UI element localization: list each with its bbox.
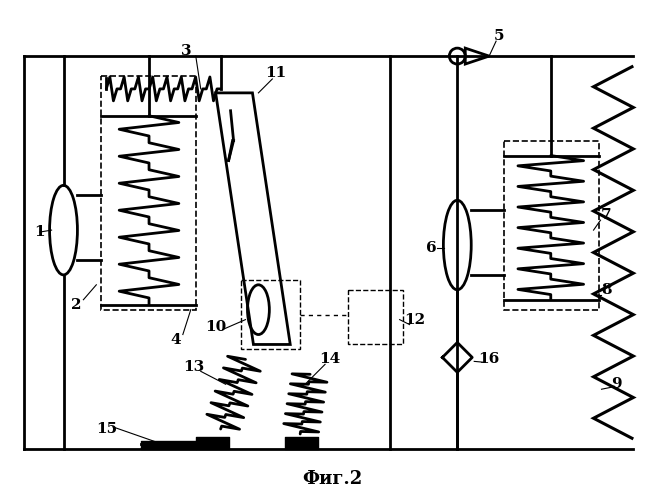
Text: 7: 7 [601,208,612,222]
Text: 16: 16 [479,352,500,366]
Text: 1: 1 [35,225,45,239]
Text: 15: 15 [96,422,117,436]
Bar [241,280,300,349]
Bar [101,76,196,310]
Bar [504,140,598,310]
Text: 8: 8 [601,283,612,297]
Text: 10: 10 [205,320,226,334]
Text: 14: 14 [319,352,340,366]
Text: 5: 5 [494,29,504,43]
Text: 3: 3 [180,44,191,58]
Text: 4: 4 [170,332,181,346]
Text: 12: 12 [404,312,425,326]
Text: 2: 2 [71,298,82,312]
Text: 13: 13 [183,360,204,374]
Text: 11: 11 [265,66,286,80]
Text: 6: 6 [426,241,437,255]
Bar [348,290,402,344]
Text: Фиг.2: Фиг.2 [302,470,362,488]
Text: 9: 9 [611,377,622,391]
